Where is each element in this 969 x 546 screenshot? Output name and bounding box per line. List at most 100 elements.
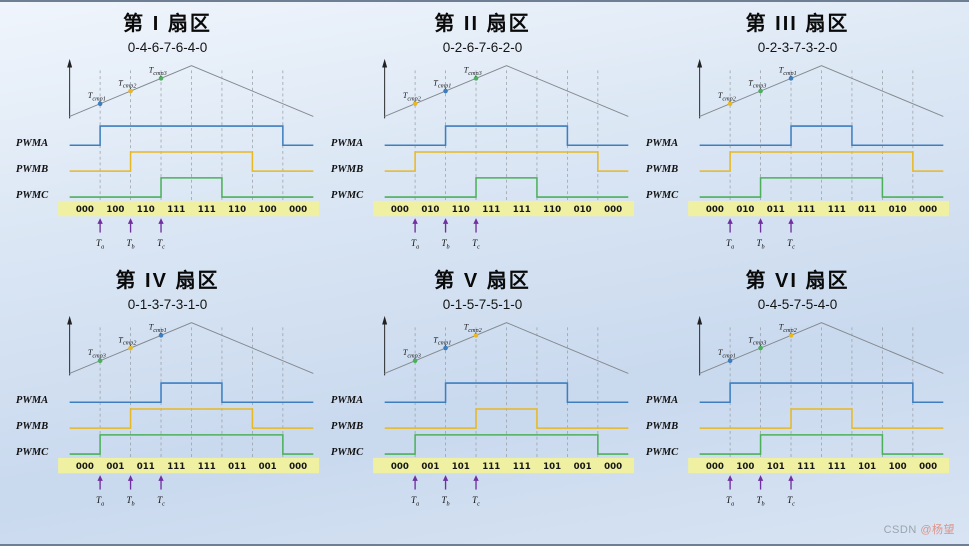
cmp-marker-label: Tcmp3 <box>748 335 766 346</box>
cmp-marker-dot <box>97 101 103 107</box>
pwm-trace-a <box>384 125 629 147</box>
time-marker-arrowhead-icon <box>158 474 164 481</box>
cmp-marker-label: Tcmp1 <box>718 348 736 359</box>
cmp-marker-label: Tcmp2 <box>779 322 797 333</box>
y-axis-arrowhead-icon <box>382 315 388 325</box>
cmp-marker-label: Tcmp3 <box>403 348 421 359</box>
cmp-marker-dot <box>727 101 733 107</box>
time-marker-label: Tb <box>441 238 449 250</box>
cmp-marker-dot <box>788 76 794 81</box>
time-marker-label: Ta <box>96 238 104 250</box>
pwm-label-a: PWMA <box>646 395 678 406</box>
sector-panel: 第 IV 扇区 0-1-3-7-3-1-0 Tcmp3 Tcmp2 Tcmp1 PWM… <box>14 269 321 510</box>
switch-state-code: 001 <box>421 462 439 472</box>
cmp-marker-dot <box>443 88 448 94</box>
switch-state-code: 010 <box>574 205 592 215</box>
pwm-waveform-diagram: Tcmp1 Tcmp3 Tcmp2 PWMA PWMB PWMC 000 100 101 111 1… <box>646 315 950 507</box>
cmp-marker-label: Tcmp3 <box>88 348 106 359</box>
time-marker-label: Tb <box>126 238 134 250</box>
cmp-marker-label: Tcmp2 <box>118 335 136 346</box>
time-marker-label: Ta <box>726 238 734 250</box>
switch-state-code: 011 <box>228 462 246 472</box>
pwm-label-b: PWMB <box>646 421 678 432</box>
pwm-label-b: PWMB <box>16 164 48 175</box>
cmp-marker-label: Tcmp3 <box>748 78 766 89</box>
pwm-label-b: PWMB <box>646 164 678 175</box>
sector-title: 第 IV 扇区 <box>115 269 220 292</box>
pwm-label-c: PWMC <box>16 447 49 458</box>
sector-title: 第 VI 扇区 <box>745 269 850 292</box>
time-marker-arrowhead-icon <box>412 218 418 224</box>
cmp-marker-dot <box>158 332 164 338</box>
cmp-marker-dot <box>128 345 133 351</box>
pwm-trace-b <box>699 407 944 429</box>
pwm-label-c: PWMC <box>331 447 364 458</box>
time-marker-arrowhead-icon <box>127 474 134 481</box>
cmp-marker-label: Tcmp2 <box>403 91 421 102</box>
switch-state-code: 000 <box>919 205 937 215</box>
code-bar <box>688 200 950 217</box>
cmp-marker-dot <box>443 345 448 351</box>
switch-state-code: 100 <box>889 462 907 472</box>
time-marker-arrowhead-icon <box>442 474 449 481</box>
pwm-trace-b <box>384 407 629 429</box>
sector-panel: 第 I 扇区 0-4-6-7-6-4-0 Tcmp1 Tcmp2 Tcmp3 PWMA… <box>14 12 321 253</box>
cmp-marker-label: Tcmp2 <box>718 91 736 102</box>
carrier-triangle <box>384 65 629 117</box>
watermark-brand: CSDN <box>883 524 917 536</box>
sector-title: 第 II 扇区 <box>434 13 531 35</box>
sector-title: 第 III 扇区 <box>745 13 850 35</box>
time-marker-label: Tc <box>157 238 165 250</box>
time-marker-label: Ta <box>411 238 419 250</box>
time-marker-label: Tb <box>441 495 449 507</box>
cmp-marker-label: Tcmp3 <box>464 66 482 77</box>
switch-state-code: 111 <box>167 205 185 215</box>
time-marker-arrowhead-icon <box>97 218 103 224</box>
switch-state-code: 101 <box>767 462 785 472</box>
pwm-trace-c <box>699 177 944 198</box>
switch-state-code: 010 <box>736 205 754 215</box>
switch-state-code: 011 <box>858 205 876 215</box>
time-marker-label: Ta <box>96 495 104 507</box>
time-marker-label: Tc <box>157 495 165 507</box>
y-axis-arrowhead-icon <box>697 58 703 68</box>
cmp-marker-dot <box>788 332 794 338</box>
switch-state-code: 001 <box>106 462 124 472</box>
code-bar <box>688 457 950 473</box>
panels-grid: 第 I 扇区 0-4-6-7-6-4-0 Tcmp1 Tcmp2 Tcmp3 PWMA… <box>0 2 969 509</box>
cmp-marker-dot <box>412 358 418 363</box>
switch-state-code: 000 <box>76 205 94 215</box>
pwm-trace-c <box>384 433 629 455</box>
cmp-marker-dot <box>758 88 763 94</box>
watermark-handle: @杨望 <box>920 524 955 536</box>
pwm-label-b: PWMB <box>331 421 363 432</box>
time-marker-label: Tc <box>787 238 795 250</box>
carrier-triangle <box>699 65 944 117</box>
switching-sequence: 0-4-6-7-6-4-0 <box>127 40 208 55</box>
switch-state-code: 110 <box>543 205 561 215</box>
cmp-marker-label: Tcmp1 <box>88 91 106 102</box>
switch-state-code: 001 <box>259 462 277 472</box>
time-marker-arrowhead-icon <box>727 218 733 224</box>
cmp-marker-label: Tcmp1 <box>779 66 797 77</box>
pwm-trace-a <box>384 382 629 403</box>
time-marker-arrowhead-icon <box>442 218 449 224</box>
switch-state-code: 111 <box>482 205 500 215</box>
carrier-triangle <box>699 321 944 374</box>
switch-state-code: 000 <box>706 462 724 472</box>
time-marker-arrowhead-icon <box>473 218 479 224</box>
switch-state-code: 011 <box>137 462 155 472</box>
cmp-marker-dot <box>412 101 418 107</box>
code-bar <box>58 200 320 217</box>
pwm-waveform-diagram: Tcmp3 Tcmp1 Tcmp2 PWMA PWMB PWMC 000 001 101 111 1… <box>331 315 635 507</box>
carrier-triangle <box>384 321 629 374</box>
cmp-marker-label: Tcmp2 <box>464 322 482 333</box>
switch-state-code: 100 <box>259 205 277 215</box>
pwm-label-c: PWMC <box>16 190 49 201</box>
switch-state-code: 111 <box>167 462 185 472</box>
pwm-trace-c <box>384 177 629 198</box>
pwm-trace-a <box>699 125 944 147</box>
pwm-label-a: PWMA <box>331 395 363 406</box>
time-marker-label: Tc <box>787 495 795 507</box>
